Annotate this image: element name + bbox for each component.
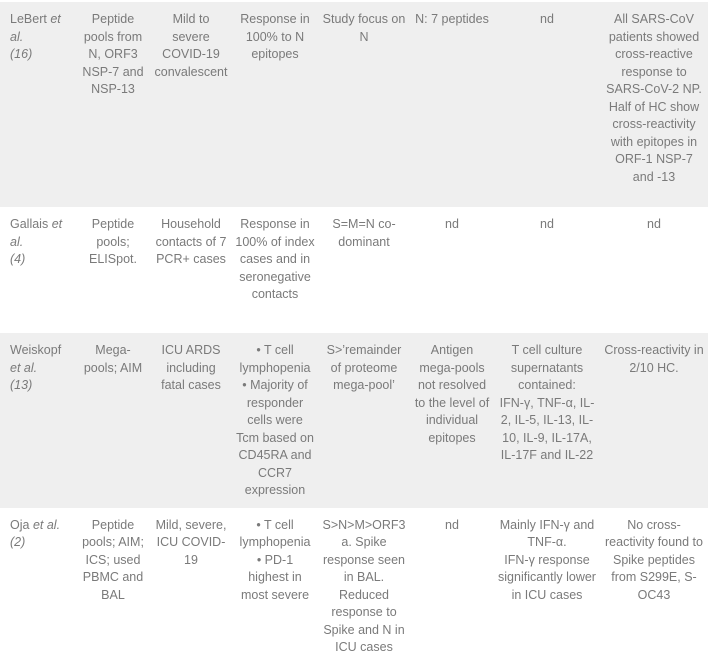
antigen-method-cell: Peptide pools; AIM; ICS; used PBMC and B… [82,517,144,602]
reference-etal: et al. [10,12,61,44]
cohort-cell: Mild to severe COVID-19 convalescent [154,12,228,79]
immunodominance-cell: Study focus on N [322,12,406,44]
epitopes-cell: nd [445,217,459,231]
reference-cell: LeBert et al. (16) [0,2,76,207]
reference-number: (13) [10,378,33,392]
cross-reactivity-cell: All SARS-CoV patients showed cross-react… [606,12,702,184]
immunodominance-cell: S=M=N co-dominant [332,217,396,249]
epitopes-cell: nd [445,517,459,532]
cytokines-cell: Mainly IFN-γ and TNF-α. IFN-γ response s… [498,517,596,602]
reference-cell: Weiskopf et al. (13) [0,333,76,508]
reference-etal: et al. [10,217,63,249]
reference-name: Oja [10,517,30,532]
reference-name: Weiskopf [10,343,62,357]
reference-number: (4) [10,252,26,266]
tcell-findings-cell: • T cell lymphopenia • PD-1 highest in m… [239,517,311,602]
reference-cell: Oja et al. (2) [0,508,76,665]
reference-number: (16) [10,47,33,61]
table-row: LeBert et al. (16) Peptide pools from N, … [0,2,708,207]
table-row: Oja et al. (2) Peptide pools; AIM; ICS; u… [0,508,708,665]
epitopes-cell: Antigen mega-pools not resolved to the l… [414,343,490,445]
cross-reactivity-cell: Cross-reactivity in 2/10 HC. [604,343,704,375]
cytokines-cell: nd [540,12,554,26]
reference-cell: Gallais et al. (4) [0,207,76,333]
reference-name: LeBert [10,12,47,26]
reference-etal: et al. [10,360,38,375]
cytokines-cell: nd [540,217,554,231]
antigen-method-cell: Peptide pools from N, ORF3 NSP-7 and NSP… [82,12,144,96]
reference-etal: et al. [32,517,61,532]
reference-number: (2) [10,535,26,549]
cytokines-cell: T cell culture supernatants contained: I… [499,343,595,462]
cohort-cell: Household contacts of 7 PCR+ cases [155,217,227,266]
antigen-method-cell: Mega-pools; AIM [83,343,143,375]
tcell-findings-cell: Response in 100% to N epitopes [240,12,310,61]
table-row: Gallais et al. (4) Peptide pools; ELISpot… [0,207,708,333]
cross-reactivity-cell: nd [647,217,661,231]
table-row: Weiskopf et al. (13) Mega-pools; AIM ICU … [0,333,708,508]
antigen-method-cell: Peptide pools; ELISpot. [89,217,137,266]
cross-reactivity-cell: No cross-reactivity found to Spike pepti… [605,517,703,602]
immunodominance-cell: S>N>M>ORF3a. Spike response seen in BAL.… [322,517,406,655]
epitopes-cell: N: 7 peptides [415,12,489,26]
cohort-cell: ICU ARDS including fatal cases [161,343,221,392]
immunodominance-cell: S>’remainder of proteome mega-pool’ [326,343,402,392]
cohort-cell: Mild, severe, ICU COVID-19 [155,517,227,567]
tcell-findings-cell: • T cell lymphopenia • Majority of respo… [236,343,314,497]
reference-name: Gallais [10,217,49,231]
tcell-findings-cell: Response in 100% of index cases and in s… [235,217,315,301]
